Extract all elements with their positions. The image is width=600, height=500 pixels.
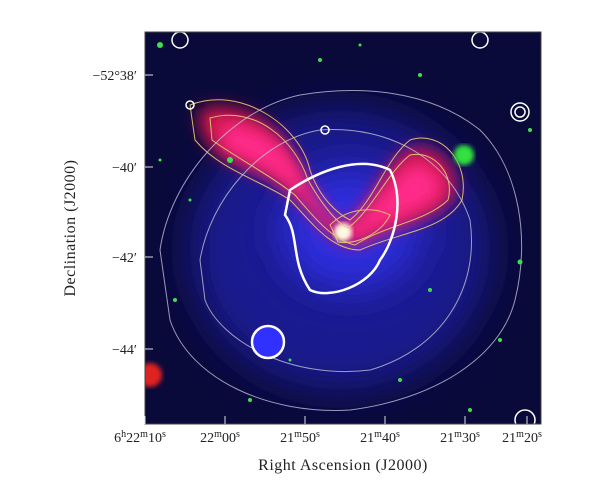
white-contour: [283, 162, 399, 295]
stars: [157, 42, 532, 412]
y-tick-label: −42′: [112, 251, 137, 266]
star: [454, 145, 474, 165]
y-axis-label: Declination (J2000): [62, 159, 79, 296]
x-tick-label: 21m20s: [502, 429, 542, 447]
x-tick-label: 21m40s: [360, 429, 400, 447]
y-tick-label: −40′: [112, 161, 137, 176]
xray-contours: [159, 90, 523, 411]
y-tick-label: −44′: [112, 343, 137, 358]
x-axis-label: Right Ascension (J2000): [258, 457, 428, 474]
y-tick-label: −52°38′: [92, 69, 137, 84]
x-tick-label: 6h22m10s: [114, 429, 166, 447]
x-tick-label: 21m50s: [280, 429, 320, 447]
frame: [144, 31, 542, 425]
source: [250, 324, 286, 360]
x-tick-label: 21m30s: [440, 429, 480, 447]
sky-image: [145, 32, 541, 424]
x-tick-label: 22m00s: [200, 429, 240, 447]
